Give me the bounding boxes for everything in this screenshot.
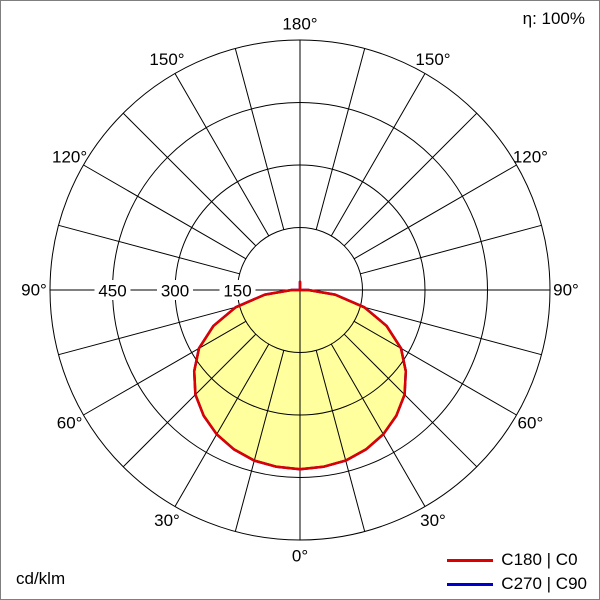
angle-label: 30° [154, 511, 180, 530]
radial-tick-labels: 150 300 450 [94, 280, 256, 301]
legend-label-c0: C180 | C0 [501, 550, 578, 569]
angle-label: 120° [52, 148, 87, 167]
angle-label: 90° [21, 281, 47, 300]
polar-grid [49, 39, 551, 541]
angle-label: 60° [57, 414, 83, 433]
efficiency-label: η: 100% [522, 9, 585, 28]
legend-line-c90-icon [447, 582, 494, 586]
unit-label: cd/klm [16, 569, 66, 588]
radial-tick-label: 300 [161, 282, 189, 301]
radial-tick-label: 450 [98, 282, 126, 301]
curve-c180-c0 [192, 280, 408, 471]
angle-label: 90° [553, 281, 579, 300]
legend-item-c90: C270 | C90 [447, 574, 587, 594]
legend-label-c90: C270 | C90 [501, 574, 587, 593]
angle-label: 60° [518, 414, 544, 433]
angle-label: 120° [513, 148, 548, 167]
angle-label: 180° [282, 15, 317, 34]
legend-line-c0-icon [447, 558, 494, 562]
angle-label: 0° [292, 547, 308, 566]
angle-labels: 0° 30° 30° 60° 60° 90° 90° 120° 120° 150° 150° 180° [21, 15, 579, 566]
legend: C180 | C0 C270 | C90 [447, 550, 587, 594]
angle-label: 30° [420, 511, 446, 530]
radial-tick-label: 150 [223, 282, 251, 301]
angle-label: 150° [415, 50, 450, 69]
angle-label: 150° [149, 50, 184, 69]
curve-stroke-layer [192, 280, 408, 471]
legend-item-c0: C180 | C0 [447, 550, 587, 570]
